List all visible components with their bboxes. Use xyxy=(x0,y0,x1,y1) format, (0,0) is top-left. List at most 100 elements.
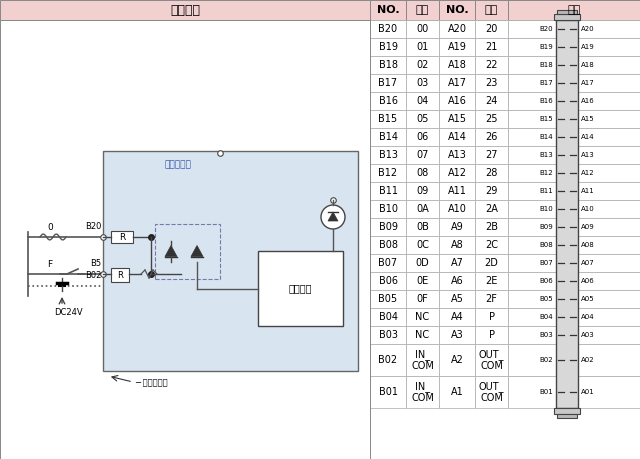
Text: A12: A12 xyxy=(447,168,467,178)
Text: NC: NC xyxy=(415,312,429,322)
Bar xyxy=(475,254,508,272)
Bar xyxy=(475,0,508,20)
Text: A19: A19 xyxy=(581,44,595,50)
Text: 내부회로: 내부회로 xyxy=(289,284,312,293)
Text: B02: B02 xyxy=(378,355,397,365)
Text: 21: 21 xyxy=(485,42,498,52)
Bar xyxy=(370,182,406,200)
Bar xyxy=(406,110,439,128)
Text: 02: 02 xyxy=(416,60,429,70)
Bar xyxy=(475,182,508,200)
Text: P: P xyxy=(488,312,495,322)
Bar xyxy=(370,376,406,408)
Bar xyxy=(406,344,439,376)
Bar xyxy=(554,408,580,414)
Bar xyxy=(439,290,475,308)
Bar xyxy=(508,110,640,128)
Bar xyxy=(370,164,406,182)
Text: 0B: 0B xyxy=(416,222,429,232)
Text: 2A: 2A xyxy=(485,204,498,214)
Text: B05: B05 xyxy=(540,296,554,302)
Bar xyxy=(508,0,640,20)
Bar xyxy=(439,326,475,344)
Text: B19: B19 xyxy=(378,42,397,52)
Bar xyxy=(475,236,508,254)
Text: 03: 03 xyxy=(417,78,429,88)
Bar xyxy=(406,326,439,344)
Text: B17: B17 xyxy=(378,78,397,88)
Bar xyxy=(439,56,475,74)
Text: 0A: 0A xyxy=(416,204,429,214)
Text: 00: 00 xyxy=(417,24,429,34)
Bar xyxy=(508,344,640,376)
Text: 07: 07 xyxy=(416,150,429,160)
Bar xyxy=(406,164,439,182)
Text: A18: A18 xyxy=(581,62,595,68)
Text: B5: B5 xyxy=(90,259,101,268)
Text: 26: 26 xyxy=(485,132,498,142)
Text: A02: A02 xyxy=(581,357,595,363)
Text: IN_
COM: IN_ COM xyxy=(411,349,434,371)
Text: 2D: 2D xyxy=(484,258,499,268)
Text: A13: A13 xyxy=(447,150,467,160)
Text: B10: B10 xyxy=(378,204,397,214)
Bar xyxy=(406,272,439,290)
Text: A20: A20 xyxy=(447,24,467,34)
Text: 0D: 0D xyxy=(415,258,429,268)
Text: B03: B03 xyxy=(540,332,554,338)
Text: 08: 08 xyxy=(417,168,429,178)
Text: 접점: 접점 xyxy=(416,5,429,15)
Text: B12: B12 xyxy=(378,168,397,178)
Text: R: R xyxy=(117,270,123,280)
Bar xyxy=(475,272,508,290)
Bar xyxy=(508,74,640,92)
Bar xyxy=(475,74,508,92)
Bar xyxy=(0,0,640,20)
Bar xyxy=(475,326,508,344)
Bar xyxy=(508,56,640,74)
Text: 06: 06 xyxy=(417,132,429,142)
Bar xyxy=(406,376,439,408)
Text: 05: 05 xyxy=(416,114,429,124)
Text: B03: B03 xyxy=(378,330,397,340)
Text: NO.: NO. xyxy=(445,5,468,15)
Text: R: R xyxy=(119,233,125,241)
Text: B16: B16 xyxy=(378,96,397,106)
Bar xyxy=(370,218,406,236)
Bar xyxy=(439,218,475,236)
Bar xyxy=(370,272,406,290)
Bar xyxy=(508,236,640,254)
Text: B14: B14 xyxy=(378,132,397,142)
Text: 01: 01 xyxy=(417,42,429,52)
Text: A04: A04 xyxy=(581,314,595,320)
Bar xyxy=(406,20,439,38)
Text: A10: A10 xyxy=(581,206,595,212)
Text: B16: B16 xyxy=(540,98,554,104)
Text: B05: B05 xyxy=(378,294,397,304)
Bar xyxy=(508,200,640,218)
Bar xyxy=(439,236,475,254)
Text: B13: B13 xyxy=(540,152,554,158)
Text: B20: B20 xyxy=(84,222,101,231)
Circle shape xyxy=(321,205,345,229)
Text: B11: B11 xyxy=(540,188,554,194)
Bar xyxy=(557,414,577,418)
Bar xyxy=(439,20,475,38)
Text: B09: B09 xyxy=(540,224,554,230)
Text: A08: A08 xyxy=(581,242,595,248)
Text: A10: A10 xyxy=(447,204,467,214)
Text: ─ 커넥터번호: ─ 커넥터번호 xyxy=(135,379,168,387)
Text: A1: A1 xyxy=(451,387,463,397)
Text: B07: B07 xyxy=(540,260,554,266)
Text: B14: B14 xyxy=(540,134,554,140)
Bar xyxy=(406,92,439,110)
Text: A18: A18 xyxy=(447,60,467,70)
Text: B12: B12 xyxy=(540,170,554,176)
Text: 2E: 2E xyxy=(485,276,498,286)
Bar xyxy=(370,56,406,74)
Bar xyxy=(439,272,475,290)
Text: B04: B04 xyxy=(540,314,554,320)
Bar xyxy=(554,14,580,20)
Text: A19: A19 xyxy=(447,42,467,52)
Text: A17: A17 xyxy=(447,78,467,88)
